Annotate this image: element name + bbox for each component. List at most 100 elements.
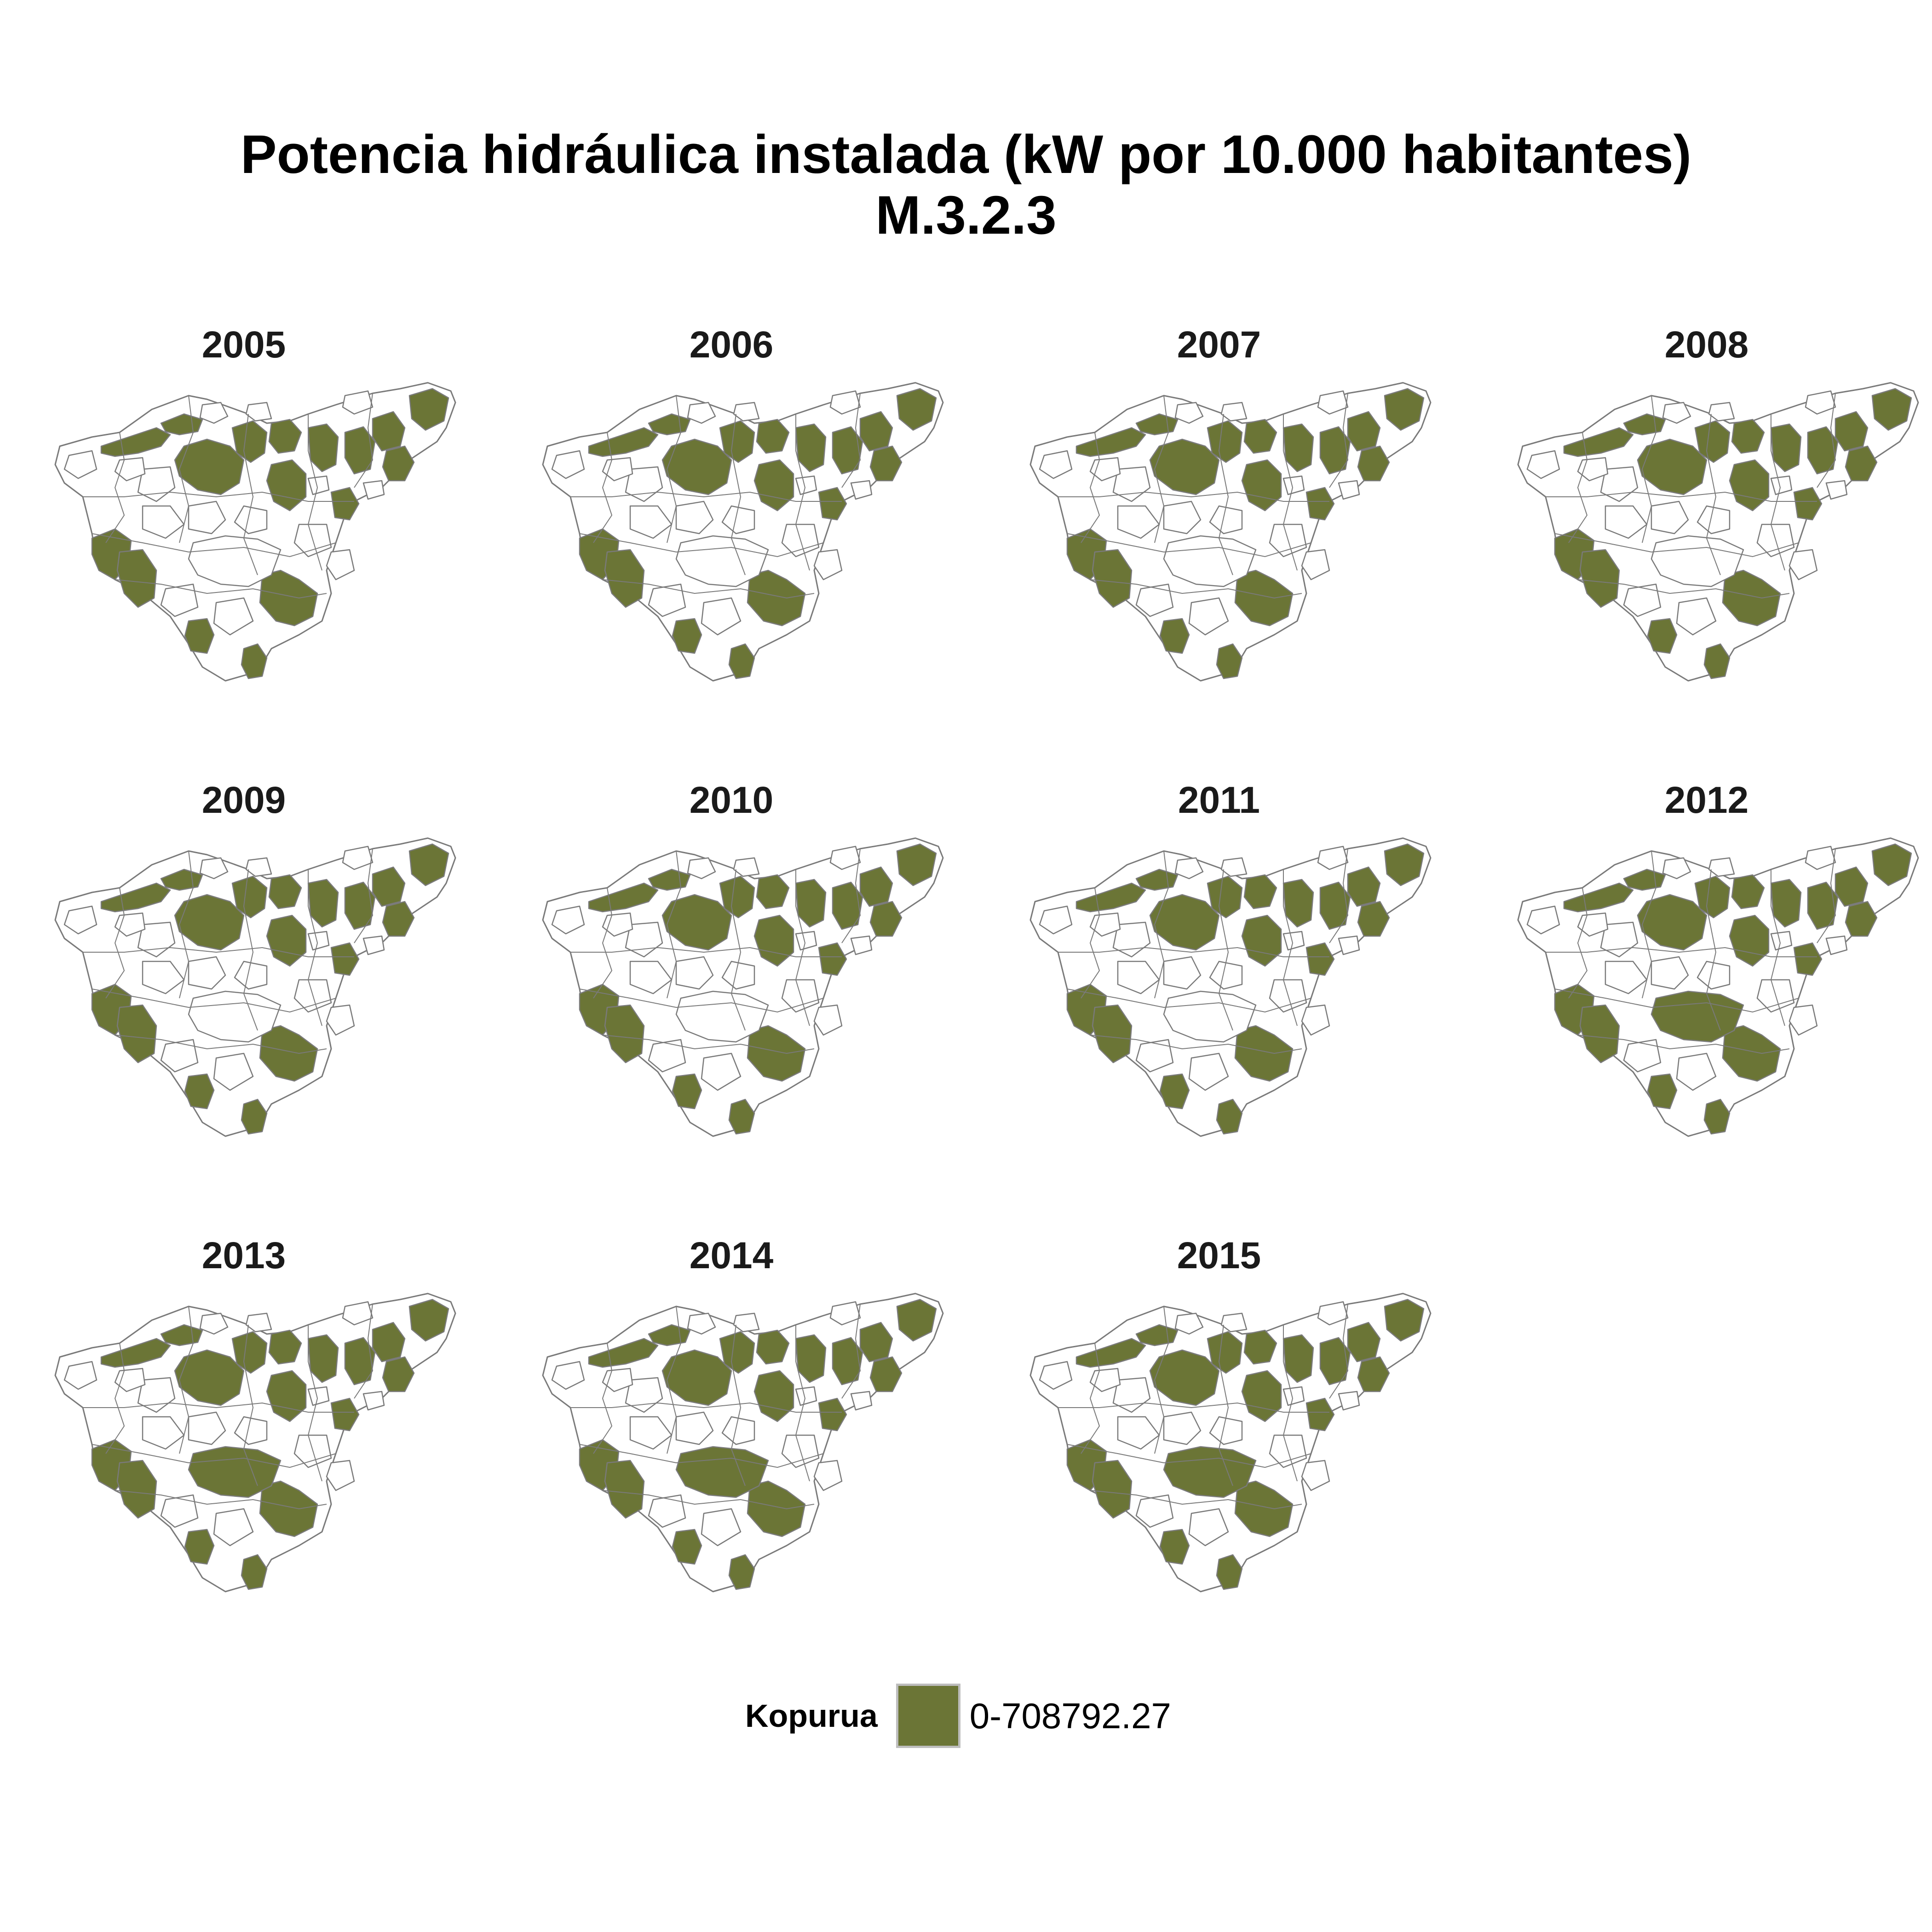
municipality-map (1029, 382, 1432, 682)
municipality-b2 (629, 1416, 673, 1450)
boundary-line (1641, 395, 1657, 543)
municipality-w2 (648, 413, 691, 436)
municipality-w2 (1135, 413, 1179, 436)
boundary-line (1329, 393, 1349, 488)
boundary-line (666, 1306, 682, 1454)
municipality-c4 (266, 459, 307, 512)
municipality-b4 (234, 505, 268, 535)
legend: Kopurua 0-708792.27 (745, 1679, 1171, 1753)
municipality-b4 (1209, 1416, 1243, 1445)
panel-year-label: 2015 (1177, 1235, 1261, 1276)
municipality-b10 (1089, 457, 1121, 482)
boundary-line (1554, 989, 1799, 1013)
municipality-e1 (832, 426, 863, 475)
boundary-line (1090, 579, 1302, 599)
boundary-line (795, 414, 810, 571)
municipality-c3 (1731, 874, 1765, 909)
boundary-line (1817, 848, 1836, 943)
municipality-b13 (1317, 390, 1349, 415)
municipality-e5 (818, 1397, 847, 1432)
municipality-b6 (1623, 583, 1662, 617)
municipality-c3 (756, 874, 790, 909)
municipality-s1 (1647, 618, 1678, 654)
municipality-sw2 (116, 1460, 157, 1519)
municipality-b4 (721, 1416, 755, 1445)
municipality-sw2 (116, 549, 157, 608)
panel-year-label: 2008 (1664, 324, 1749, 366)
municipality-b9 (551, 1361, 585, 1390)
panel-year-label: 2009 (201, 779, 286, 821)
boundary-line (307, 869, 322, 1026)
municipality-b4 (1209, 960, 1243, 990)
municipality-b14 (795, 1386, 817, 1406)
municipality-s2 (747, 1025, 806, 1082)
municipality-w1 (588, 1338, 659, 1368)
boundary-line (1154, 395, 1169, 543)
municipality-b15 (362, 1391, 385, 1411)
municipality-e2 (372, 411, 406, 452)
municipality-c3 (1243, 1329, 1277, 1365)
municipality-s1 (672, 618, 702, 654)
municipality-c2 (1207, 875, 1243, 919)
municipality-b11 (1662, 857, 1691, 880)
municipality-b15 (1825, 480, 1848, 500)
municipality-sw2 (1092, 1004, 1133, 1064)
municipality-b7 (1676, 597, 1717, 636)
municipality-w1 (100, 882, 171, 913)
municipality-e3 (1384, 843, 1425, 886)
municipality-b14 (1282, 931, 1305, 951)
municipality-s1 (184, 618, 215, 654)
municipality-e3 (408, 388, 449, 431)
municipality-e4 (869, 445, 903, 482)
panel-year-label: 2010 (689, 779, 774, 821)
municipality-b10 (1089, 912, 1121, 937)
boundary-line (243, 414, 258, 575)
municipality-s3 (241, 1098, 268, 1135)
municipality-e1 (344, 426, 376, 475)
municipality-e5 (1793, 487, 1823, 521)
municipality-e4 (382, 901, 415, 937)
municipality-b3 (1650, 956, 1689, 990)
panel-year-label: 2011 (1178, 779, 1260, 821)
municipality-e3 (896, 388, 937, 431)
legend-label: 0-708792.27 (969, 1695, 1171, 1736)
municipality-sw2 (604, 1004, 645, 1064)
municipality-c2 (1207, 420, 1243, 463)
boundary-line (1706, 869, 1721, 1031)
municipality-s3 (1703, 643, 1731, 679)
municipality-w2 (1623, 413, 1666, 436)
boundary-line (1154, 1306, 1169, 1454)
boundary-line (307, 414, 322, 571)
municipality-c4 (753, 914, 794, 967)
municipality-b4 (1696, 960, 1731, 990)
municipality-c1 (1149, 1349, 1220, 1406)
municipality-b12 (245, 857, 272, 877)
municipality-b12 (733, 402, 760, 422)
municipality-b8 (326, 1004, 355, 1036)
municipality-s1 (672, 1073, 702, 1110)
municipality-b8 (813, 1004, 843, 1036)
map-panel-2015: 2015 (989, 1233, 1449, 1647)
municipality-e2 (1347, 866, 1381, 907)
municipality-b7 (213, 1508, 254, 1547)
municipality-b11 (199, 1312, 229, 1335)
boundary-line (1568, 432, 1588, 543)
municipality-c1 (174, 438, 245, 495)
municipality-b13 (1317, 845, 1349, 870)
municipality-b10 (1089, 1368, 1121, 1392)
map-panel-2010: 2010 (501, 777, 961, 1191)
municipality-s3 (1703, 1098, 1731, 1135)
municipality-c4 (266, 1370, 307, 1422)
municipality-b12 (733, 1312, 760, 1333)
municipality-e1 (1807, 881, 1839, 930)
municipality-b9 (551, 450, 585, 479)
municipality-w1 (1075, 427, 1146, 457)
boundary-line (354, 393, 374, 488)
municipality-e4 (382, 445, 415, 482)
municipality-b15 (850, 935, 873, 955)
municipality-e5 (330, 1397, 360, 1432)
municipality-e5 (1305, 942, 1335, 976)
municipality-e1 (344, 881, 376, 930)
municipality-c3 (1243, 419, 1277, 454)
municipality-b9 (551, 905, 585, 935)
